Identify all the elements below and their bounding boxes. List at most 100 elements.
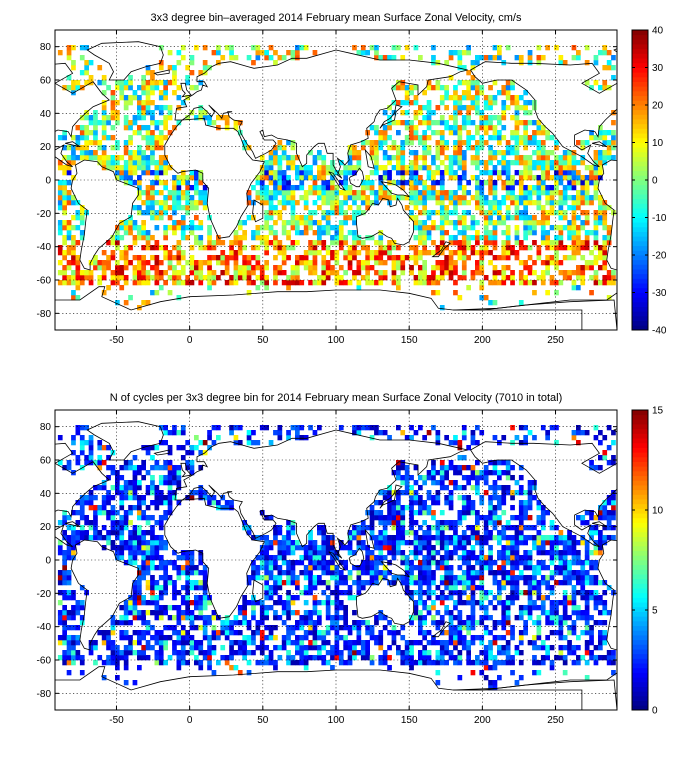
data-bin — [374, 620, 379, 625]
data-bin — [185, 275, 190, 280]
data-bin — [141, 220, 146, 225]
x-tick-label: 100 — [328, 335, 345, 346]
data-bin — [269, 540, 274, 545]
data-bin — [339, 225, 344, 230]
data-bin — [532, 655, 537, 660]
data-bin — [159, 660, 164, 665]
data-bin — [155, 145, 160, 150]
data-bin — [141, 615, 146, 620]
data-bin — [71, 240, 76, 245]
data-bin — [414, 215, 419, 220]
data-bin — [501, 240, 506, 245]
data-bin — [589, 615, 594, 620]
data-bin — [449, 260, 454, 265]
data-bin — [493, 655, 498, 660]
data-bin — [458, 675, 463, 680]
data-bin — [330, 665, 335, 670]
data-bin — [515, 150, 520, 155]
data-bin — [58, 185, 63, 190]
data-bin — [497, 130, 502, 135]
data-bin — [422, 265, 427, 270]
data-bin — [589, 560, 594, 565]
data-bin — [326, 270, 331, 275]
data-bin — [497, 595, 502, 600]
data-bin — [317, 170, 322, 175]
data-bin — [541, 525, 546, 530]
data-bin — [576, 55, 581, 60]
data-bin — [339, 235, 344, 240]
data-bin — [405, 645, 410, 650]
data-bin — [348, 205, 353, 210]
data-bin — [598, 250, 603, 255]
data-bin — [528, 565, 533, 570]
colorbar-tick-label: -20 — [652, 251, 667, 262]
data-bin — [212, 120, 217, 125]
data-bin — [308, 280, 313, 285]
data-bin — [207, 270, 212, 275]
data-bin — [181, 595, 186, 600]
data-bin — [273, 540, 278, 545]
data-bin — [282, 255, 287, 260]
data-bin — [440, 650, 445, 655]
data-bin — [528, 55, 533, 60]
data-bin — [234, 255, 239, 260]
data-bin — [418, 190, 423, 195]
data-bin — [76, 125, 81, 130]
data-bin — [374, 195, 379, 200]
data-bin — [198, 605, 203, 610]
data-bin — [611, 660, 616, 665]
data-bin — [475, 520, 480, 525]
data-bin — [545, 565, 550, 570]
data-bin — [506, 535, 511, 540]
data-bin — [501, 280, 506, 285]
data-bin — [207, 235, 212, 240]
data-bin — [532, 545, 537, 550]
data-bin — [466, 615, 471, 620]
data-bin — [229, 650, 234, 655]
data-bin — [150, 90, 155, 95]
data-bin — [497, 200, 502, 205]
data-bin — [453, 155, 458, 160]
data-bin — [396, 275, 401, 280]
data-bin — [335, 210, 340, 215]
data-bin — [194, 600, 199, 605]
data-bin — [273, 560, 278, 565]
data-bin — [155, 655, 160, 660]
data-bin — [146, 280, 151, 285]
data-bin — [387, 550, 392, 555]
data-bin — [155, 580, 160, 585]
data-bin — [475, 175, 480, 180]
data-bin — [550, 165, 555, 170]
data-bin — [453, 530, 458, 535]
data-bin — [559, 530, 564, 535]
data-bin — [488, 655, 493, 660]
data-bin — [444, 605, 449, 610]
data-bin — [462, 140, 467, 145]
data-bin — [497, 120, 502, 125]
data-bin — [414, 100, 419, 105]
data-bin — [203, 115, 208, 120]
data-bin — [137, 165, 142, 170]
data-bin — [159, 260, 164, 265]
data-bin — [422, 150, 427, 155]
data-bin — [418, 640, 423, 645]
data-bin — [326, 615, 331, 620]
data-bin — [76, 530, 81, 535]
data-bin — [181, 270, 186, 275]
data-bin — [550, 610, 555, 615]
data-bin — [541, 660, 546, 665]
data-bin — [155, 640, 160, 645]
data-bin — [554, 610, 559, 615]
data-bin — [62, 165, 67, 170]
data-bin — [488, 545, 493, 550]
data-bin — [181, 255, 186, 260]
data-bin — [361, 195, 366, 200]
data-bin — [418, 630, 423, 635]
data-bin — [550, 550, 555, 555]
data-bin — [62, 185, 67, 190]
data-bin — [431, 525, 436, 530]
data-bin — [273, 665, 278, 670]
data-bin — [365, 180, 370, 185]
data-bin — [458, 275, 463, 280]
data-bin — [414, 165, 419, 170]
